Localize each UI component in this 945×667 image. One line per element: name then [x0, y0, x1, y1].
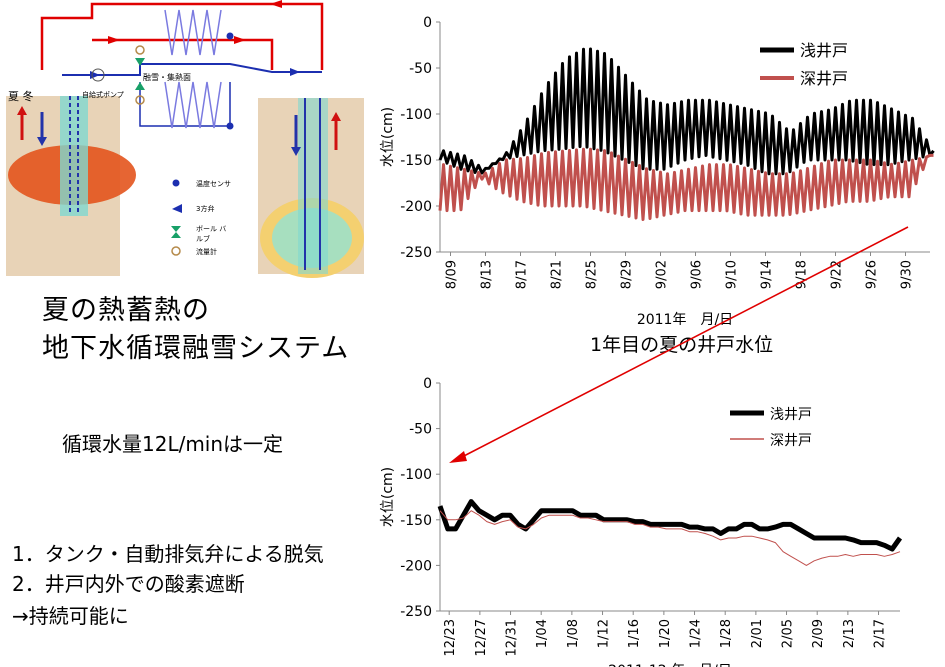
- x-tick-label: 1/08: [566, 619, 581, 648]
- x-tick-label: 8/21: [550, 260, 565, 289]
- x-tick-label: 1/16: [627, 619, 642, 648]
- temperature-sensor-icon: [172, 179, 180, 187]
- x-tick-label: 8/25: [585, 260, 600, 289]
- legend-3way-label: 3方弁: [196, 205, 215, 213]
- x-tick-label: 9/18: [795, 260, 810, 289]
- series-line: [437, 499, 903, 552]
- x-tick-label: 8/09: [445, 260, 460, 289]
- x-tick-label: 2/13: [842, 619, 857, 648]
- series-deep: [439, 510, 901, 566]
- x-tick-label: 1/12: [597, 619, 612, 648]
- three-way-valve-icon: [172, 204, 182, 213]
- x-tick-label: 2/05: [781, 619, 796, 648]
- x-tick-label: 9/02: [655, 260, 670, 289]
- x-tick-label: 12/27: [474, 619, 489, 656]
- y-tick-label: -250: [400, 245, 432, 261]
- measure-item-3: →持続可能に: [12, 604, 129, 628]
- x-tick-label: 2/09: [811, 619, 826, 648]
- y-tick-label: -50: [409, 61, 432, 77]
- x-tick-label: 9/10: [725, 260, 740, 289]
- chart1-title: 1年目の夏の井戸水位: [590, 334, 774, 356]
- legend-label: 浅井戸: [800, 41, 848, 60]
- flow-note: 循環水量12L/minは一定: [62, 432, 284, 456]
- legend-label: 深井戸: [770, 433, 812, 449]
- x-tick-label: 9/14: [760, 260, 775, 289]
- x-tick-label: 9/06: [690, 260, 705, 289]
- legend-label: 深井戸: [800, 69, 848, 88]
- series-line: [438, 47, 935, 176]
- x-axis-label: 2011年 月/日: [637, 312, 733, 325]
- heading-line-2: 地下水循環融雪システム: [42, 333, 350, 364]
- series-deep: [438, 147, 934, 221]
- x-tick-label: 12/31: [505, 619, 520, 656]
- ball-valve-icon: [171, 226, 181, 238]
- x-tick-label: 1/24: [689, 619, 704, 648]
- x-tick-label: 12/23: [443, 619, 458, 656]
- measure-item-1: 1．タンク・自動排気弁による脱気: [12, 542, 324, 566]
- heading-line-1: 夏の熱蓄熱の: [42, 295, 210, 326]
- surface-label: 融雪・集熱面: [143, 73, 191, 82]
- y-tick-label: 0: [423, 15, 432, 31]
- y-tick-label: -250: [400, 604, 432, 620]
- legend-flow-label: 流量計: [196, 248, 217, 256]
- y-tick-label: -150: [400, 513, 432, 529]
- x-tick-label: 8/13: [480, 260, 495, 289]
- x-axis-label: 2011-12 年 月/日: [608, 663, 732, 667]
- system-diagram-svg: [6, 0, 364, 278]
- x-tick-label: 9/30: [900, 260, 915, 289]
- well-right: [298, 98, 328, 274]
- x-tick-label: 2/17: [873, 619, 888, 648]
- y-tick-label: -100: [400, 467, 432, 483]
- series-shallow: [437, 499, 903, 552]
- x-tick-label: 1/28: [719, 619, 734, 648]
- chart-summer-well-level: 0 -50 -100 -150 -200 -250 8/09 8/13 8/17 8/21 8/25…: [380, 15, 935, 325]
- x-tick-label: 2/01: [750, 619, 765, 648]
- x-tick-label: 8/17: [515, 260, 530, 289]
- y-tick-label: 0: [423, 376, 432, 392]
- legend-temp-label: 温度センサ: [196, 180, 231, 188]
- season-label: 夏 冬: [8, 90, 34, 103]
- x-tick-label: 9/22: [830, 260, 845, 289]
- x-tick-label: 8/29: [620, 260, 635, 289]
- legend-label: 浅井戸: [770, 407, 812, 423]
- measure-item-2: 2．井戸内外での酸素遮断: [12, 572, 245, 596]
- system-diagram: 夏 冬 自給式ポンプ 融雪・集熱面 温度センサ 3方弁 ボール バルブ 流量計: [0, 0, 380, 290]
- x-tick-label: 9/26: [865, 260, 880, 289]
- well-left: [60, 96, 88, 216]
- pump-label: 自給式ポンプ: [82, 91, 124, 99]
- legend-ball-label: ボール バルブ: [196, 225, 227, 243]
- y-tick-label: -100: [400, 107, 432, 123]
- series-shallow: [438, 47, 935, 176]
- x-tick-label: 1/20: [658, 619, 673, 648]
- y-axis-label: 水位(cm): [380, 467, 396, 527]
- chart-winter-well-level: 0 -50 -100 -150 -200 -250 12/23 12/27 12/31 1/04 1…: [380, 376, 903, 667]
- x-tick-label: 1/04: [535, 619, 550, 648]
- y-tick-label: -150: [400, 153, 432, 169]
- y-tick-label: -200: [400, 558, 432, 574]
- flow-meter-icon: [171, 246, 181, 256]
- series-line: [439, 510, 901, 566]
- series-line: [438, 147, 934, 221]
- y-tick-label: -50: [409, 422, 432, 438]
- y-axis-label: 水位(cm): [380, 107, 396, 167]
- y-tick-label: -200: [400, 199, 432, 215]
